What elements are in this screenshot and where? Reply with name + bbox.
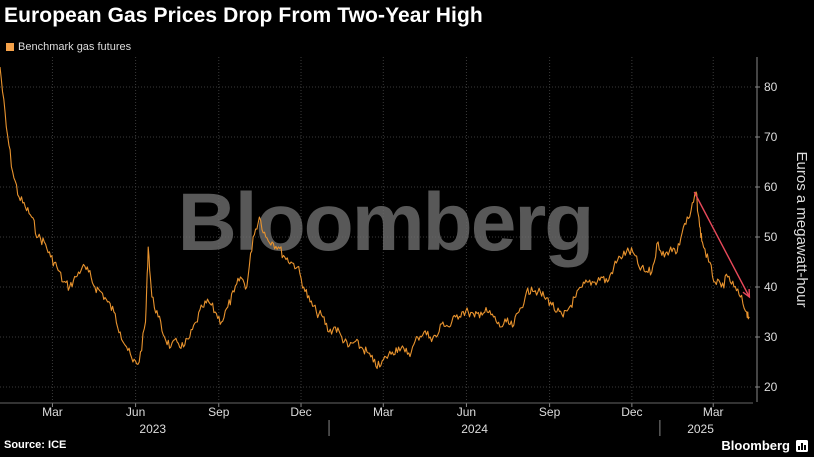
legend: Benchmark gas futures [6,41,131,53]
year-label: 2023 [139,422,166,436]
y-tick-label: 40 [764,280,778,294]
y-tick-label: 30 [764,330,778,344]
x-tick-label: Dec [290,405,311,419]
grid-lines [0,57,753,402]
legend-label: Benchmark gas futures [18,41,132,53]
brand-text: Bloomberg [721,438,790,453]
source-note: Source: ICE [4,439,67,451]
axes-layer: 20 30 40 50 60 70 80 Euros a megawatt-hour Mar Ju… [0,57,810,436]
annotation-arrow-head [742,288,751,299]
year-label: 2025 [687,422,714,436]
series-layer [0,66,751,370]
legend-swatch [6,43,14,51]
watermark-text: Bloomberg [178,177,593,268]
y-tick-label: 20 [764,380,778,394]
x-tick-label: Mar [42,405,63,419]
y-tick-label: 50 [764,230,778,244]
year-label: 2024 [461,422,488,436]
brand-logo: Bloomberg [721,438,808,453]
x-tick-label: Jun [126,405,145,419]
x-tick-label: Mar [373,405,394,419]
series-line-benchmark-gas-futures [0,66,750,370]
watermark-layer: Bloomberg [178,177,595,268]
y-axis-label: Euros a megawatt-hour [793,152,810,308]
y-tick-label: 80 [764,80,778,94]
x-tick-label: Sep [208,405,230,419]
annotation-arrow-line [693,191,751,298]
x-tick-label: Dec [621,405,642,419]
chart-title: European Gas Prices Drop From Two-Year H… [4,4,483,27]
x-tick-label: Sep [539,405,561,419]
y-tick-label: 60 [764,180,778,194]
x-tick-label: Mar [703,405,724,419]
y-tick-label: 70 [764,130,778,144]
bar-chart-icon [796,439,808,452]
x-tick-label: Jun [457,405,476,419]
